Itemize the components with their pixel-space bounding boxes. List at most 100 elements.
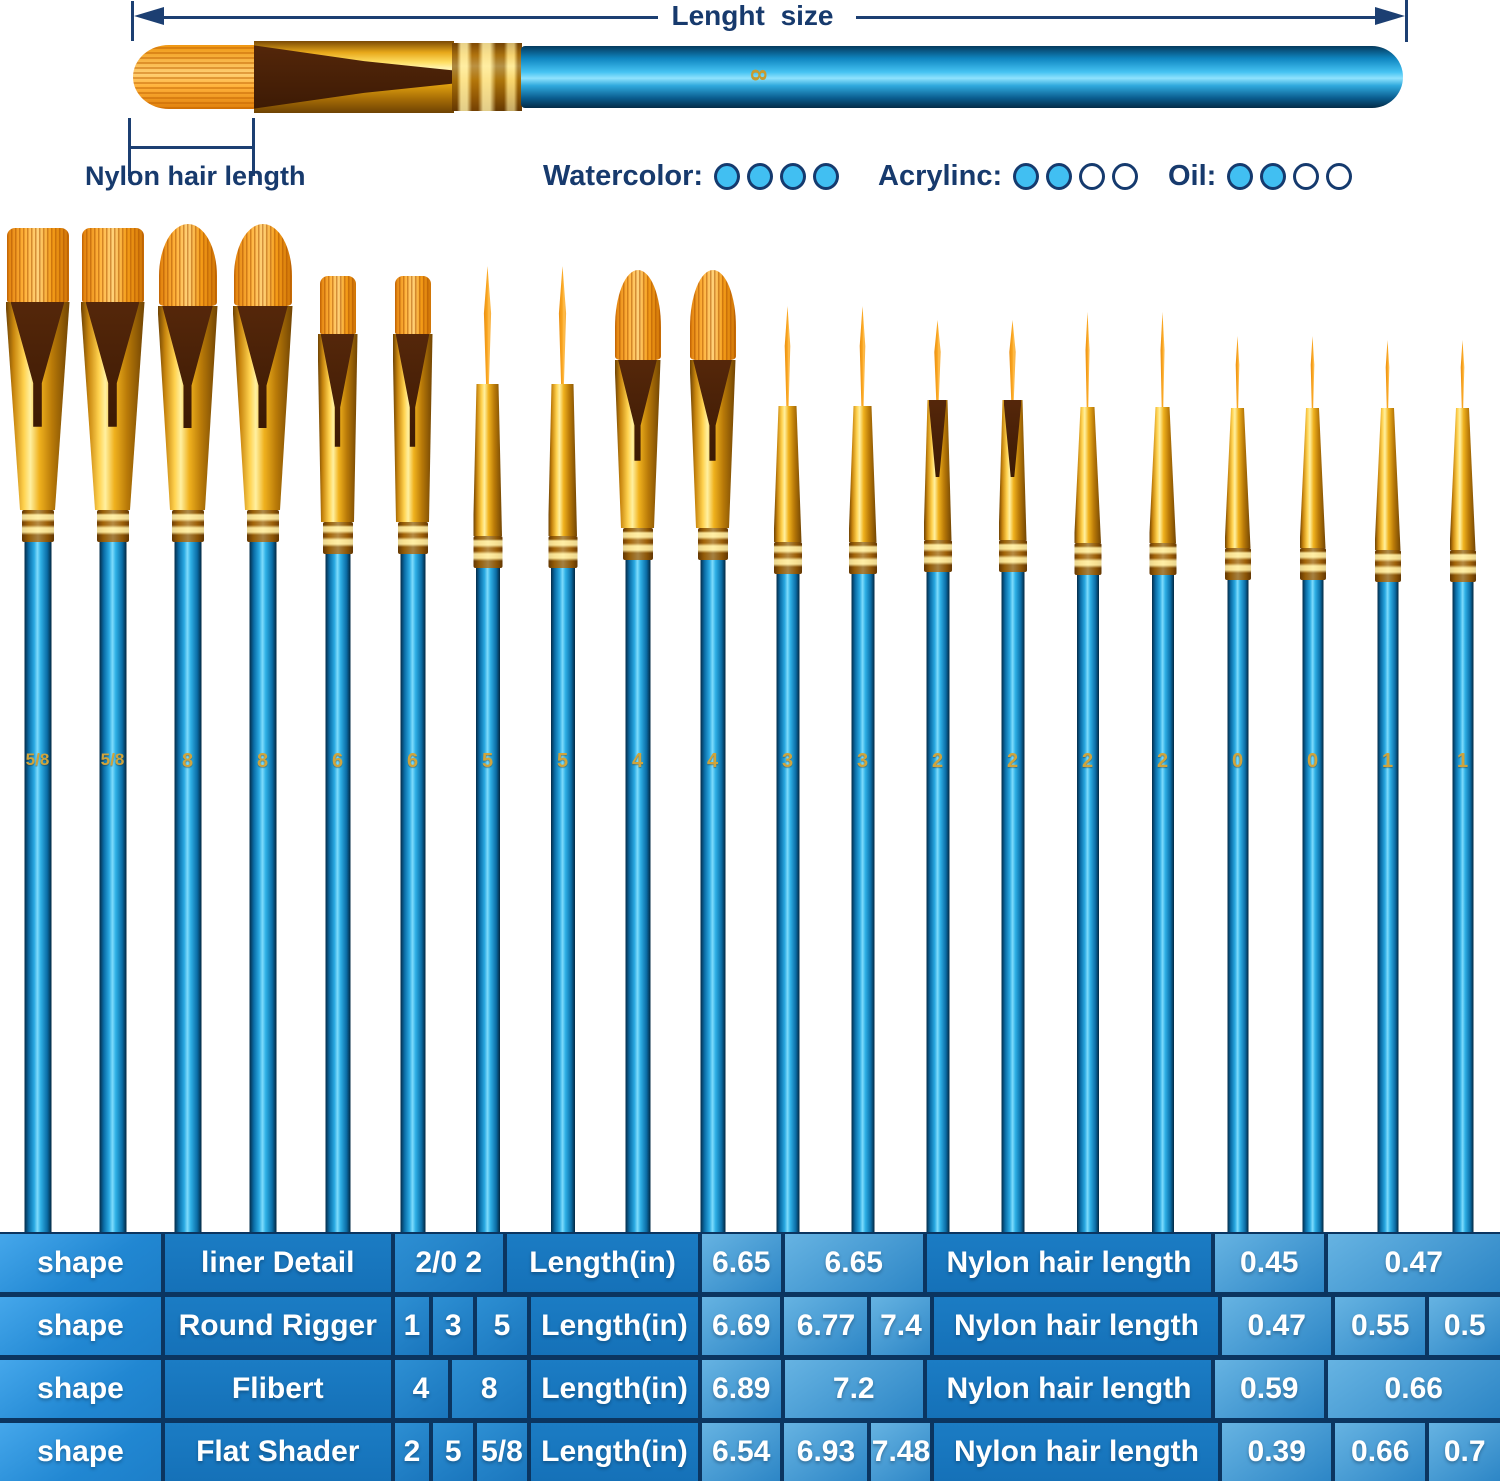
- spec-cell-label: liner Detail: [165, 1234, 395, 1292]
- brush-handle: [926, 572, 949, 1232]
- spec-cell-value: 0.66: [1327, 1360, 1500, 1418]
- spec-cell-value: 6.77: [784, 1297, 872, 1355]
- rating-dot-filled-icon: [747, 163, 774, 190]
- brush-size-label: 2: [1156, 750, 1169, 772]
- brush-ferrule: [1224, 408, 1251, 548]
- brush-crimp: [548, 536, 577, 568]
- brush-crimp: [773, 542, 802, 574]
- brush-ferrule: [689, 360, 736, 528]
- brush-crimp: [96, 510, 129, 542]
- spec-cell-value: 0.55: [1334, 1297, 1430, 1355]
- brush-19-size-1-liner: 1: [1350, 210, 1425, 1232]
- brush-crimp: [1299, 548, 1326, 580]
- spec-cell-label: Round Rigger: [165, 1297, 395, 1355]
- brush-handle: [174, 542, 201, 1232]
- nylon-tick-left: [128, 118, 131, 176]
- brush-handle: [700, 560, 725, 1232]
- brush-ferrule: [773, 406, 802, 542]
- brush-bristles: [558, 266, 567, 384]
- brush-ferrule: [923, 400, 952, 540]
- rating-dot-empty-icon: [1112, 163, 1139, 190]
- brush-bristle-base: [162, 306, 213, 429]
- rating-dot-empty-icon: [1326, 163, 1353, 190]
- brush-size-label: 4: [631, 750, 644, 772]
- rating-dot-filled-icon: [1013, 163, 1040, 190]
- spec-cell-size: 2/0 2: [394, 1234, 507, 1292]
- dimension-tick-left: [131, 1, 134, 41]
- spec-cell-value: 7.48: [871, 1423, 935, 1481]
- spec-cell-size: 4: [394, 1360, 452, 1418]
- brush-handle: [1377, 582, 1398, 1232]
- brush-ferrule: [614, 360, 661, 528]
- brush-handle: [1001, 572, 1024, 1232]
- brush-crimp: [1074, 543, 1101, 575]
- brush-ferrule: [1374, 408, 1401, 550]
- brush-handle: [475, 568, 500, 1232]
- brush-size-label: 3: [856, 750, 869, 772]
- brush-ferrule: [1074, 407, 1101, 543]
- brush-10-size-4-filbert: 4: [675, 210, 750, 1232]
- brush-ferrule: [1299, 408, 1326, 548]
- horizontal-brush-handle: [521, 46, 1403, 108]
- brush-bristles: [1310, 336, 1315, 408]
- rating-dot-filled-icon: [1046, 163, 1073, 190]
- spec-cell-label: Nylon hair length: [927, 1234, 1215, 1292]
- brush-handle: [249, 542, 276, 1232]
- brush-1-size-5-8-flat-shader: 5/8: [0, 210, 75, 1232]
- brush-16-size-2-liner: 2: [1125, 210, 1200, 1232]
- rating-dot-filled-icon: [780, 163, 807, 190]
- brush-handle: [550, 568, 575, 1232]
- brush-bristles: [1160, 312, 1165, 407]
- brush-bristles: [233, 224, 292, 306]
- brush-14-size-2-round: 2: [975, 210, 1050, 1232]
- brush-bristles: [1009, 320, 1016, 400]
- brush-size-label: 5: [481, 750, 494, 772]
- brush-bristle-base: [320, 334, 355, 447]
- brush-bristle-base: [395, 334, 430, 447]
- brush-crimp: [697, 528, 728, 560]
- brush-bristles: [394, 276, 431, 334]
- spec-cell-value: 0.59: [1215, 1360, 1328, 1418]
- brush-13-size-2-round: 2: [900, 210, 975, 1232]
- rating-dot-empty-icon: [1293, 163, 1320, 190]
- spec-cell-value: 6.93: [784, 1423, 872, 1481]
- horizontal-brush-ferrule: [254, 41, 454, 113]
- brush-bristles: [483, 266, 492, 384]
- brush-crimp: [397, 522, 428, 554]
- spec-cell-label: Length(in): [507, 1234, 702, 1292]
- brush-18-size-0-liner: 0: [1275, 210, 1350, 1232]
- brush-size-label: 8: [181, 750, 194, 772]
- brush-row: 5/8 5/8 8 8 6 6 5 5 4 4 3 3 2 2 2 2 0 0 1 1: [0, 210, 1500, 1232]
- dimension-line-right: [856, 16, 1390, 19]
- spec-cell-label: Nylon hair length: [934, 1297, 1223, 1355]
- brush-handle: [851, 574, 874, 1232]
- brush-crimp: [473, 536, 502, 568]
- brush-handle: [99, 542, 126, 1232]
- spec-cell-size: 3: [433, 1297, 477, 1355]
- brush-size-label: 0: [1306, 750, 1319, 772]
- brush-2-size-5-8-flat-shader: 5/8: [75, 210, 150, 1232]
- spec-cell-value: 0.47: [1222, 1297, 1335, 1355]
- spec-cell-value: 0.45: [1215, 1234, 1328, 1292]
- rating-dot-empty-icon: [1079, 163, 1106, 190]
- brush-ferrule: [5, 302, 70, 510]
- spec-cell-value: 0.7: [1429, 1423, 1500, 1481]
- brush-ferrule: [317, 334, 358, 522]
- brush-ferrule: [157, 306, 218, 510]
- brush-11-size-3-round: 3: [750, 210, 825, 1232]
- brush-handle: [1302, 580, 1323, 1232]
- nylon-hair-length-label: Nylon hair length: [85, 161, 306, 191]
- length-size-label: Lenght size: [671, 0, 834, 31]
- brush-ferrule: [80, 302, 145, 510]
- horizontal-brush-bristle-base: [254, 45, 454, 109]
- spec-cell-size: 5: [433, 1423, 477, 1481]
- spec-cell-label: Flat Shader: [165, 1423, 395, 1481]
- brush-ferrule: [392, 334, 433, 522]
- brush-bristles: [81, 228, 144, 302]
- spec-cell-label: Nylon hair length: [927, 1360, 1215, 1418]
- brush-bristles: [859, 306, 866, 406]
- brush-ferrule: [848, 406, 877, 542]
- brush-bristle-base: [237, 306, 288, 429]
- brush-crimp: [848, 542, 877, 574]
